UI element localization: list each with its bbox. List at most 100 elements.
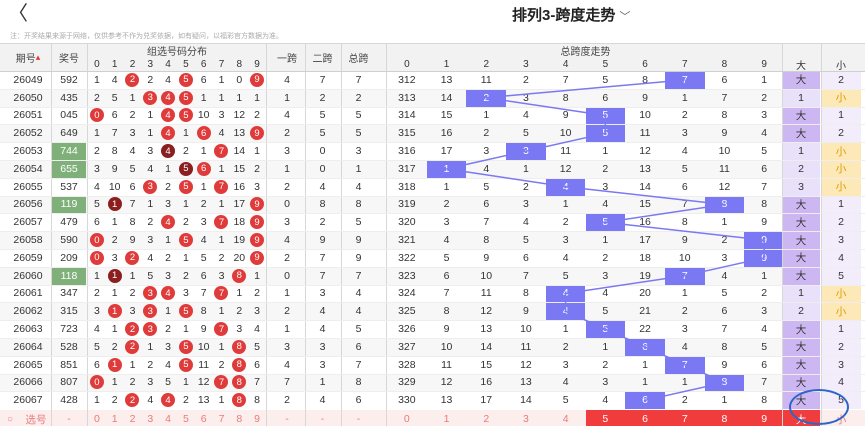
trend-cell: 5 <box>562 394 569 407</box>
erkua-cell: 2 <box>319 91 326 104</box>
dist-cell: 5 <box>177 89 195 107</box>
grid-line <box>0 213 865 215</box>
dist-cell: 1 <box>165 305 171 318</box>
big-cell: 大 <box>782 213 820 232</box>
dist-ball: 3 <box>143 286 158 301</box>
select-trend-num[interactable]: 2 <box>483 413 490 426</box>
dist-cell: 1 <box>200 91 207 104</box>
disclaimer-note: 注：开奖结果来源于网络，仅供参考不作为兑奖依据，如有疑问，以福彩官方数据为准。 <box>10 33 283 40</box>
header-trend-digit: 7 <box>681 59 688 70</box>
trend-cell: 13 <box>639 162 651 175</box>
header-trend-digit: 8 <box>721 59 728 70</box>
dist-cell: 7 <box>213 213 231 231</box>
select-erkua: - <box>320 413 325 426</box>
dist-cell: 4 <box>159 213 177 231</box>
trend-cell: 3 <box>721 251 728 264</box>
select-trend-num[interactable]: 7 <box>664 410 705 426</box>
dist-cell: 5 <box>111 91 118 104</box>
trend-cell: 1 <box>681 91 688 104</box>
erkua-cell: 1 <box>319 376 326 389</box>
select-trend-num[interactable]: 5 <box>585 410 626 426</box>
grid-line <box>0 124 865 126</box>
header-trend-digit: 0 <box>404 59 410 70</box>
dist-cell: 2 <box>129 287 136 300</box>
trend-cell: 328 <box>398 358 416 371</box>
dist-cell: 3 <box>93 162 100 175</box>
select-dist-num[interactable]: 4 <box>165 413 171 426</box>
dist-cell: 8 <box>111 145 118 158</box>
select-dist-num[interactable]: 1 <box>111 413 118 426</box>
grid-line <box>51 43 52 426</box>
select-trend-num[interactable]: 4 <box>562 413 569 426</box>
sort-icon[interactable]: ▴ <box>35 51 41 62</box>
grid-line <box>0 338 865 339</box>
erkua-cell: 0 <box>319 162 326 175</box>
trend-cell: 1 <box>681 287 688 300</box>
trend-cell: 7 <box>761 180 768 193</box>
select-dist-num[interactable]: 0 <box>93 413 100 426</box>
select-dist-num[interactable]: 3 <box>147 413 154 426</box>
erkua-cell: 4 <box>319 180 326 193</box>
select-trend-num[interactable]: 6 <box>625 410 665 426</box>
trend-cell: 3 <box>602 376 609 389</box>
dist-cell: 4 <box>254 323 260 336</box>
small-cell: 1 <box>838 323 844 336</box>
trend-cell: 2 <box>602 251 609 264</box>
trend-cell: 327 <box>398 340 416 353</box>
dist-cell: 5 <box>177 302 195 320</box>
select-dist-num[interactable]: 8 <box>236 413 243 426</box>
select-radio[interactable]: ○ <box>6 413 14 425</box>
header-big: 大 <box>796 61 806 71</box>
dist-cell: 9 <box>200 323 207 336</box>
dist-ball: 1 <box>107 357 122 372</box>
trend-cell: 5 <box>562 269 569 282</box>
select-dist-num[interactable]: 6 <box>200 413 207 426</box>
dist-cell: 8 <box>200 305 207 318</box>
dist-ball: 7 <box>214 215 229 230</box>
page-title[interactable]: 排列3-跨度走势 ﹀ <box>512 4 630 25</box>
table-row-period: 26058 <box>13 234 43 247</box>
chevron-down-icon[interactable]: ﹀ <box>619 11 631 23</box>
dist-ball: 4 <box>161 108 176 123</box>
trend-cell: 6 <box>681 180 688 193</box>
table-row-period: 26067 <box>13 394 43 407</box>
erkua-cell: 8 <box>319 198 326 211</box>
select-dist-num[interactable]: 7 <box>218 413 225 426</box>
select-dist-num[interactable]: 5 <box>182 413 189 426</box>
trend-cell: 10 <box>440 340 453 353</box>
header-trend-digit: 9 <box>761 59 767 70</box>
select-trend-num[interactable]: 3 <box>523 413 529 426</box>
trend-cell: 12 <box>639 145 651 158</box>
dist-cell: 6 <box>195 124 213 142</box>
dist-cell: 5 <box>129 162 136 175</box>
select-trend-num[interactable]: 8 <box>704 410 745 426</box>
back-button[interactable]: 〈 <box>8 1 28 25</box>
erkua-cell: 4 <box>319 394 326 407</box>
select-trend-num[interactable]: 0 <box>403 413 410 426</box>
dist-ball: 8 <box>232 268 247 283</box>
yikua-cell: 4 <box>284 109 290 122</box>
table-row-prize: 592 <box>60 73 78 86</box>
select-small[interactable]: 小 <box>835 413 847 426</box>
trend-cell: 13 <box>520 376 532 389</box>
table-row-prize: 655 <box>52 160 86 178</box>
zongkua-cell: 7 <box>355 73 362 86</box>
select-trend-num[interactable]: 9 <box>744 410 784 426</box>
dist-ball: 5 <box>178 161 193 176</box>
big-cell: 大 <box>782 231 820 249</box>
erkua-cell: 3 <box>319 340 326 353</box>
header-period[interactable]: 期号 ▴ <box>5 43 51 71</box>
trend-cell: 1 <box>642 376 648 389</box>
trend-cell: 2 <box>443 198 450 211</box>
grid-line <box>0 71 865 72</box>
select-dist-num[interactable]: 2 <box>129 413 136 426</box>
row-bg <box>0 195 782 214</box>
select-dist-num[interactable]: 9 <box>254 413 260 426</box>
select-trend-num[interactable]: 1 <box>443 413 450 426</box>
row-bg <box>0 338 782 356</box>
dist-cell: 1 <box>165 234 171 247</box>
trend-cell: 4 <box>483 162 490 175</box>
trend-cell: 12 <box>520 358 532 371</box>
trend-cell: 2 <box>681 109 688 122</box>
dist-cell: 4 <box>165 73 171 86</box>
